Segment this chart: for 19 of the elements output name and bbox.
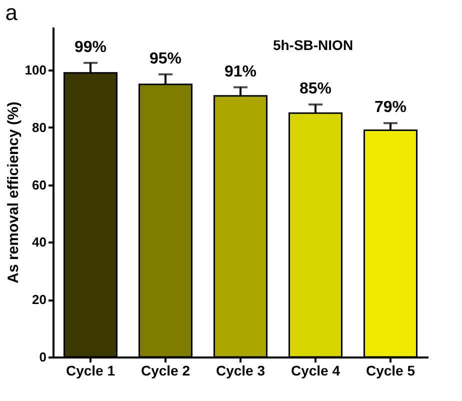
y-tick-label: 100 (24, 62, 46, 78)
y-tick-label: 20 (32, 292, 46, 308)
x-tick-label: Cycle 1 (66, 362, 116, 378)
chart-title: a (5, 0, 18, 25)
x-tick-label: Cycle 2 (140, 362, 190, 378)
data-label: 99% (74, 38, 107, 56)
y-tick-label: 40 (32, 234, 46, 250)
data-label: 85% (299, 80, 332, 98)
x-tick-label: Cycle 5 (366, 362, 416, 378)
data-label: 79% (374, 99, 407, 116)
x-tick-label: Cycle 4 (290, 362, 340, 378)
y-tick-label: 60 (32, 177, 46, 192)
data-label: 95% (149, 50, 182, 68)
data-label: 91% (224, 63, 257, 80)
y-tick-label: 0 (39, 350, 46, 364)
y-tick-label: 80 (32, 120, 46, 135)
annotation: 5h-SB-NION (272, 37, 354, 53)
x-tick-label: Cycle 3 (216, 362, 266, 378)
y-axis-title: As removal efficiency (%) (4, 102, 22, 284)
